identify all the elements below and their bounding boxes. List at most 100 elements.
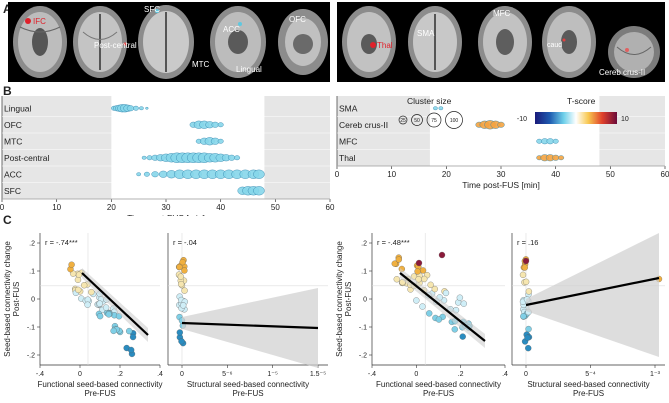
cluster-point xyxy=(253,169,265,179)
shaded-region xyxy=(2,96,112,199)
data-point xyxy=(414,268,421,275)
y-axis-label: Seed-based connectivity changePost-FUS xyxy=(3,241,21,357)
x-tick-label: 1.5⁻⁵ xyxy=(310,371,326,378)
data-point xyxy=(522,278,530,285)
y-tick-label: .1 xyxy=(29,269,35,276)
data-point xyxy=(178,281,185,288)
cluster-point xyxy=(253,186,265,196)
cluster-point xyxy=(139,106,144,111)
x-axis-label: Functional seed-based connectivity Pre-FU… xyxy=(376,380,501,398)
data-point xyxy=(75,286,82,294)
brain-label-mtc: MTC xyxy=(192,60,210,69)
fit-line xyxy=(399,272,486,342)
x-axis-label: Time post-FUS [min] xyxy=(462,180,540,190)
data-point xyxy=(522,257,530,265)
data-point xyxy=(105,311,112,318)
data-point xyxy=(520,313,527,320)
x-tick-label: 60 xyxy=(661,170,669,179)
data-point xyxy=(438,251,446,259)
data-point xyxy=(84,301,91,308)
x-tick-label: 1⁻⁵ xyxy=(267,371,278,378)
data-point xyxy=(426,310,433,317)
svg-text:75: 75 xyxy=(431,118,437,124)
correlation-annotation: r = -.74*** xyxy=(45,238,78,247)
y-tick-label: .2 xyxy=(29,241,35,248)
row-label: ACC xyxy=(4,169,22,179)
data-point xyxy=(96,300,103,307)
brain-slice-8 xyxy=(478,6,532,78)
row-label: SMA xyxy=(339,103,358,113)
correlation-annotation: r = .16 xyxy=(517,238,538,247)
correlation-annotation: r = -.48*** xyxy=(377,238,410,247)
brain-slice-10 xyxy=(608,26,660,78)
data-point xyxy=(129,333,137,341)
x-tick-label: -.4 xyxy=(36,371,44,378)
x-tick-label: 5⁻⁶ xyxy=(222,371,233,378)
x-tick-label: 40 xyxy=(551,170,560,179)
brain-slice-2 xyxy=(73,6,127,78)
cluster-point xyxy=(143,171,150,177)
data-point xyxy=(524,334,531,341)
cluster-point xyxy=(145,106,149,110)
x-tick-label: 50 xyxy=(271,203,280,212)
correlation-annotation: r = -.04 xyxy=(173,238,197,247)
x-tick-label: .4 xyxy=(502,371,508,378)
cluster-point xyxy=(234,155,241,161)
data-point xyxy=(427,281,434,288)
brain-label-sfc: SFC xyxy=(144,5,160,14)
data-point xyxy=(110,327,117,335)
x-axis-label: Structural seed-based connectivity Pre-FU… xyxy=(187,380,309,398)
panel-label-b: B xyxy=(3,84,12,98)
row-label: MTC xyxy=(4,136,22,146)
x-tick-label: 5⁻⁴ xyxy=(585,371,596,378)
data-point xyxy=(442,289,450,297)
row-label: Post-central xyxy=(4,153,49,163)
legend-size-circles: 25 50 75 100 xyxy=(398,111,463,129)
x-tick-label: 1⁻³ xyxy=(650,371,661,378)
data-point xyxy=(178,338,185,345)
cluster-point xyxy=(217,122,224,128)
y-tick-label: -.1 xyxy=(359,325,367,332)
x-tick-label: 50 xyxy=(606,170,615,179)
data-point xyxy=(96,312,104,320)
data-point xyxy=(419,303,426,310)
data-point xyxy=(179,258,186,266)
data-point xyxy=(521,264,528,271)
brain-slice-7 xyxy=(408,6,462,78)
x-tick-label: 0 xyxy=(414,371,418,378)
data-point xyxy=(75,271,83,278)
fit-line xyxy=(81,272,149,336)
data-point xyxy=(525,288,533,295)
data-point xyxy=(393,276,400,283)
brain-slice-5 xyxy=(278,9,328,75)
data-point xyxy=(415,276,422,283)
x-tick-label: 30 xyxy=(162,203,171,212)
shaded-region xyxy=(264,96,330,199)
shaded-region xyxy=(337,96,430,166)
fit-line xyxy=(181,321,319,330)
fit-line xyxy=(525,276,660,307)
brain-slice-9 xyxy=(542,6,596,78)
data-point xyxy=(413,297,420,304)
brain-slice-4 xyxy=(210,6,266,78)
x-tick-label: 0 xyxy=(78,371,82,378)
y-tick-label: 0 xyxy=(363,297,367,304)
x-tick-label: -.4 xyxy=(368,371,376,378)
row-label: OFC xyxy=(4,120,22,130)
cluster-point xyxy=(141,155,147,160)
confidence-band xyxy=(526,233,659,357)
panel-label-a: A xyxy=(3,2,12,16)
x-tick-label: 10 xyxy=(52,203,61,212)
x-tick-label: 30 xyxy=(497,170,506,179)
cluster-point xyxy=(151,171,159,178)
row-label: Lingual xyxy=(4,103,32,113)
legend-tmax: 10 xyxy=(621,116,629,123)
brain-strip-left: IFC Post-central SFC ACC OFC MTC Lingual xyxy=(8,2,330,82)
data-point xyxy=(181,287,188,294)
brain-label-caud: caud xyxy=(547,42,562,49)
x-axis-label: Structural seed-based connectivity Pre-FU… xyxy=(527,380,649,398)
data-point xyxy=(391,260,398,267)
x-tick-label: 20 xyxy=(107,203,116,212)
data-point xyxy=(180,302,187,309)
y-tick-label: .2 xyxy=(361,241,367,248)
